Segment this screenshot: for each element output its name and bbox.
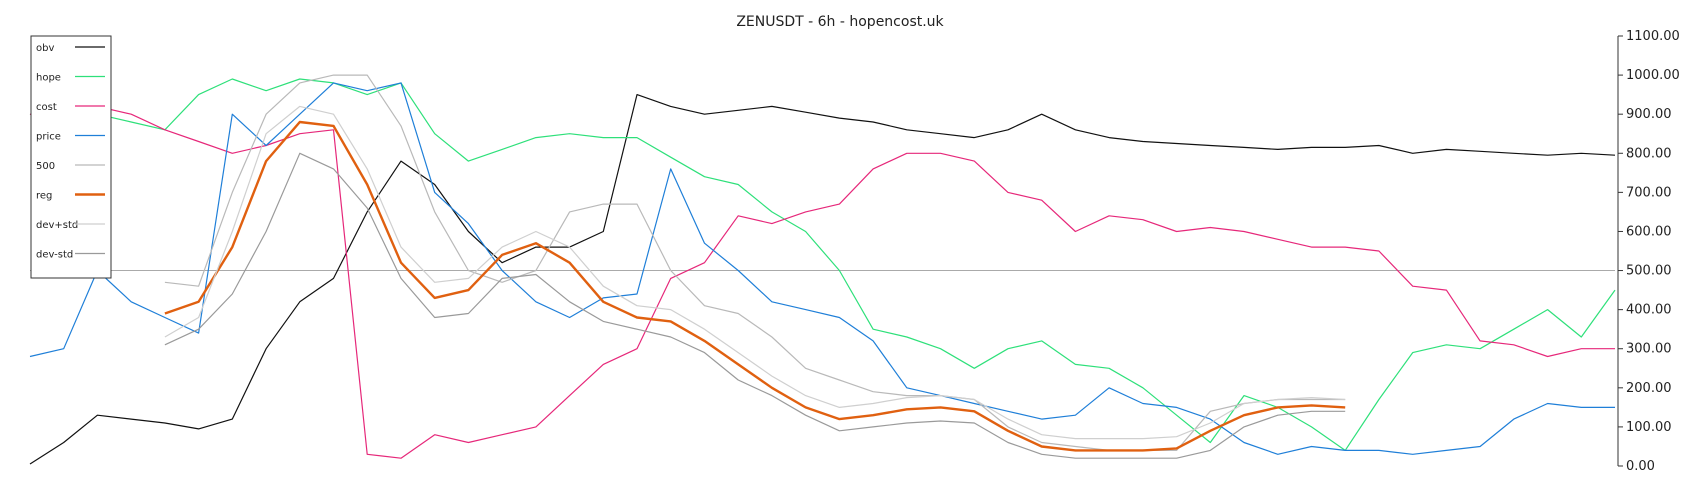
chart-title: ZENUSDT - 6h - hopencost.uk [736, 14, 944, 30]
legend-label-reg: reg [36, 191, 52, 202]
series-line-dev-std [164, 105, 1346, 440]
series-group [29, 74, 1616, 465]
y-tick-label: 300.00 [1626, 342, 1672, 357]
legend: obv hope cost price 500 reg dev+std dev-std [30, 35, 112, 279]
y-tick-label: 0.00 [1626, 459, 1655, 474]
y-tick-label: 1000.00 [1626, 68, 1680, 83]
legend-label-dev-std: dev-std [36, 250, 73, 261]
legend-label-obv: obv [36, 43, 54, 54]
y-tick-label: 200.00 [1626, 381, 1672, 396]
y-tick-label: 800.00 [1626, 146, 1672, 161]
series-line-price [29, 82, 1615, 455]
y-tick-label: 600.00 [1626, 224, 1672, 239]
series-line-reg [164, 120, 1346, 452]
legend-label-dev-std: dev+std [36, 220, 78, 231]
y-tick-label: 1100.00 [1626, 29, 1680, 44]
series-line-dev-std [164, 152, 1346, 459]
y-tick-label: 700.00 [1626, 185, 1672, 200]
legend-label-500: 500 [36, 161, 55, 172]
y-axis: 0.00 100.00 200.00 300.00 400.00 500.00 600.00… [30, 29, 1680, 474]
y-tick-label: 900.00 [1626, 107, 1672, 122]
y-tick-label: 400.00 [1626, 303, 1672, 318]
legend-label-hope: hope [36, 73, 61, 84]
series-line-hope [29, 78, 1616, 451]
series-line-obv [29, 93, 1616, 465]
y-tick-label: 100.00 [1626, 420, 1672, 435]
legend-label-cost: cost [36, 102, 57, 113]
series-line-cost [29, 105, 1615, 459]
legend-label-price: price [36, 132, 61, 143]
y-tick-label: 500.00 [1626, 264, 1672, 279]
